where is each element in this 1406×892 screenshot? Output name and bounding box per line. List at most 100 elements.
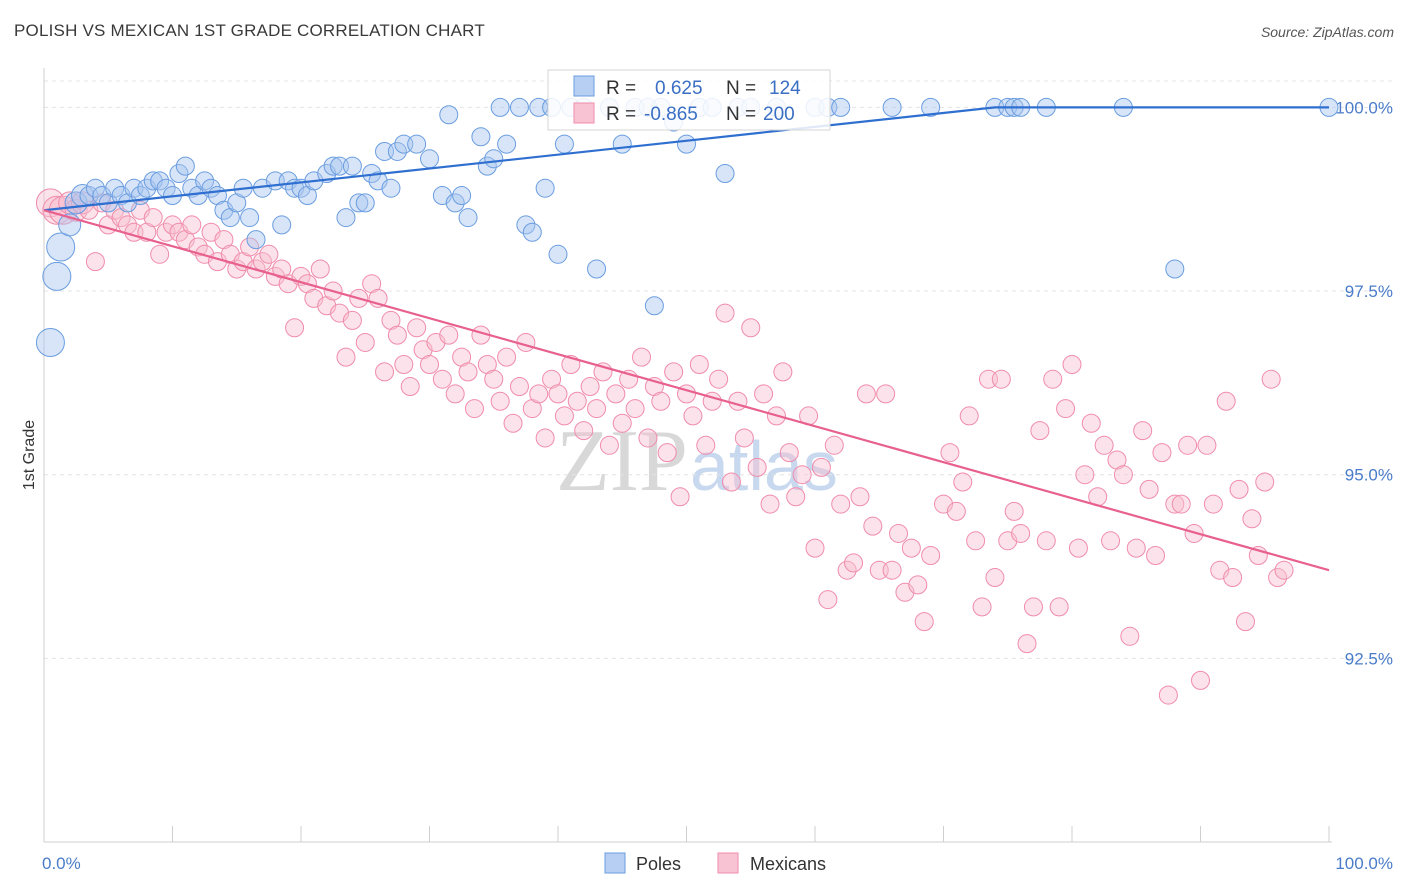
- point-mexicans: [760, 494, 780, 514]
- point-mexicans: [599, 435, 619, 455]
- point-mexicans: [163, 215, 182, 235]
- point-mexicans: [632, 347, 652, 367]
- point-mexicans: [779, 443, 799, 463]
- point-poles: [677, 134, 696, 154]
- point-mexicans: [484, 369, 504, 389]
- point-mexicans: [1139, 479, 1159, 499]
- point-poles: [587, 259, 607, 279]
- point-mexicans: [1126, 538, 1146, 558]
- axes: [43, 68, 1332, 843]
- bottom-legend: Poles Mexicans: [604, 852, 826, 874]
- point-poles: [452, 186, 472, 206]
- point-mexicans: [1068, 538, 1088, 558]
- point-mexicans: [728, 391, 748, 411]
- poles-r-label: R =: [606, 78, 636, 99]
- point-mexicans: [991, 369, 1011, 389]
- watermark-atlas: atlas: [690, 427, 838, 505]
- point-mexicans: [689, 355, 709, 374]
- point-mexicans: [1023, 597, 1043, 617]
- point-mexicans: [844, 553, 864, 573]
- point-poles: [355, 193, 375, 213]
- point-poles: [420, 149, 439, 169]
- point-poles: [240, 208, 260, 228]
- point-poles: [497, 134, 517, 154]
- y-tick-labels: 92.5% 95.0% 97.5% 100.0%: [1335, 98, 1393, 668]
- point-poles: [1165, 259, 1185, 279]
- point-poles: [522, 222, 542, 242]
- point-mexicans: [876, 384, 896, 404]
- point-mexicans: [940, 443, 960, 463]
- point-mexicans: [721, 472, 741, 492]
- trendline-poles: [43, 106, 1329, 212]
- point-mexicans: [985, 568, 1005, 588]
- point-poles: [381, 178, 401, 198]
- point-mexicans: [342, 310, 362, 330]
- point-poles: [387, 141, 407, 161]
- series-mexicans: [35, 188, 1294, 705]
- point-mexicans: [42, 195, 72, 225]
- point-poles: [272, 215, 292, 235]
- point-mexicans: [1011, 523, 1031, 543]
- legend-poles-label: Poles: [636, 854, 681, 874]
- point-mexicans: [285, 318, 305, 338]
- point-mexicans: [1004, 501, 1024, 521]
- point-mexicans: [1261, 369, 1281, 389]
- point-mexicans: [458, 362, 478, 382]
- point-mexicans: [741, 318, 761, 338]
- point-poles: [471, 127, 491, 147]
- point-mexicans: [407, 318, 427, 338]
- point-mexicans: [1049, 597, 1069, 617]
- point-mexicans: [850, 487, 870, 507]
- point-mexicans: [824, 435, 844, 455]
- y-tick-label: 92.5%: [1345, 649, 1393, 668]
- point-mexicans: [1158, 685, 1178, 705]
- point-mexicans: [1056, 399, 1076, 419]
- point-poles: [554, 134, 574, 154]
- point-mexicans: [1191, 670, 1210, 690]
- x-tick-label-end: 100.0%: [1335, 854, 1393, 873]
- point-mexicans: [715, 303, 735, 323]
- point-poles: [490, 97, 510, 117]
- poles-n-value: 124: [769, 78, 801, 99]
- point-poles: [831, 97, 851, 117]
- point-mexicans: [734, 428, 754, 448]
- point-mexicans: [310, 259, 330, 279]
- point-mexicans: [587, 399, 607, 419]
- point-mexicans: [882, 560, 902, 580]
- point-mexicans: [1268, 568, 1288, 588]
- stats-legend: R = 0.625 N = 124 R = -0.865 N = 200: [547, 69, 831, 131]
- point-mexicans: [683, 406, 703, 426]
- point-mexicans: [966, 531, 986, 551]
- point-mexicans: [792, 465, 812, 485]
- point-mexicans: [1197, 435, 1217, 455]
- poles-r-value: 0.625: [655, 78, 703, 99]
- point-poles: [882, 97, 902, 117]
- point-mexicans: [1216, 391, 1236, 411]
- point-mexicans: [150, 244, 170, 264]
- point-poles: [921, 97, 941, 117]
- point-poles: [407, 134, 427, 154]
- point-mexicans: [336, 347, 356, 367]
- point-mexicans: [1255, 472, 1275, 492]
- point-mexicans: [85, 252, 105, 272]
- point-mexicans: [856, 384, 876, 404]
- point-mexicans: [786, 487, 806, 507]
- point-poles: [509, 97, 529, 117]
- point-poles: [548, 244, 568, 264]
- poles-swatch: [573, 75, 595, 97]
- point-mexicans: [567, 391, 587, 411]
- point-poles: [535, 178, 555, 198]
- point-mexicans: [548, 384, 568, 404]
- mexicans-n-value: 200: [763, 104, 795, 125]
- x-ticks: [43, 826, 1330, 842]
- point-mexicans: [754, 384, 774, 404]
- point-poles: [323, 156, 343, 176]
- point-mexicans: [509, 377, 529, 397]
- point-mexicans: [1165, 494, 1185, 514]
- point-mexicans: [420, 355, 439, 374]
- legend-poles-swatch: [604, 852, 626, 874]
- poles-n-label: N =: [726, 78, 756, 99]
- point-mexicans: [240, 237, 260, 257]
- point-poles: [35, 327, 65, 357]
- trendlines: [43, 106, 1330, 572]
